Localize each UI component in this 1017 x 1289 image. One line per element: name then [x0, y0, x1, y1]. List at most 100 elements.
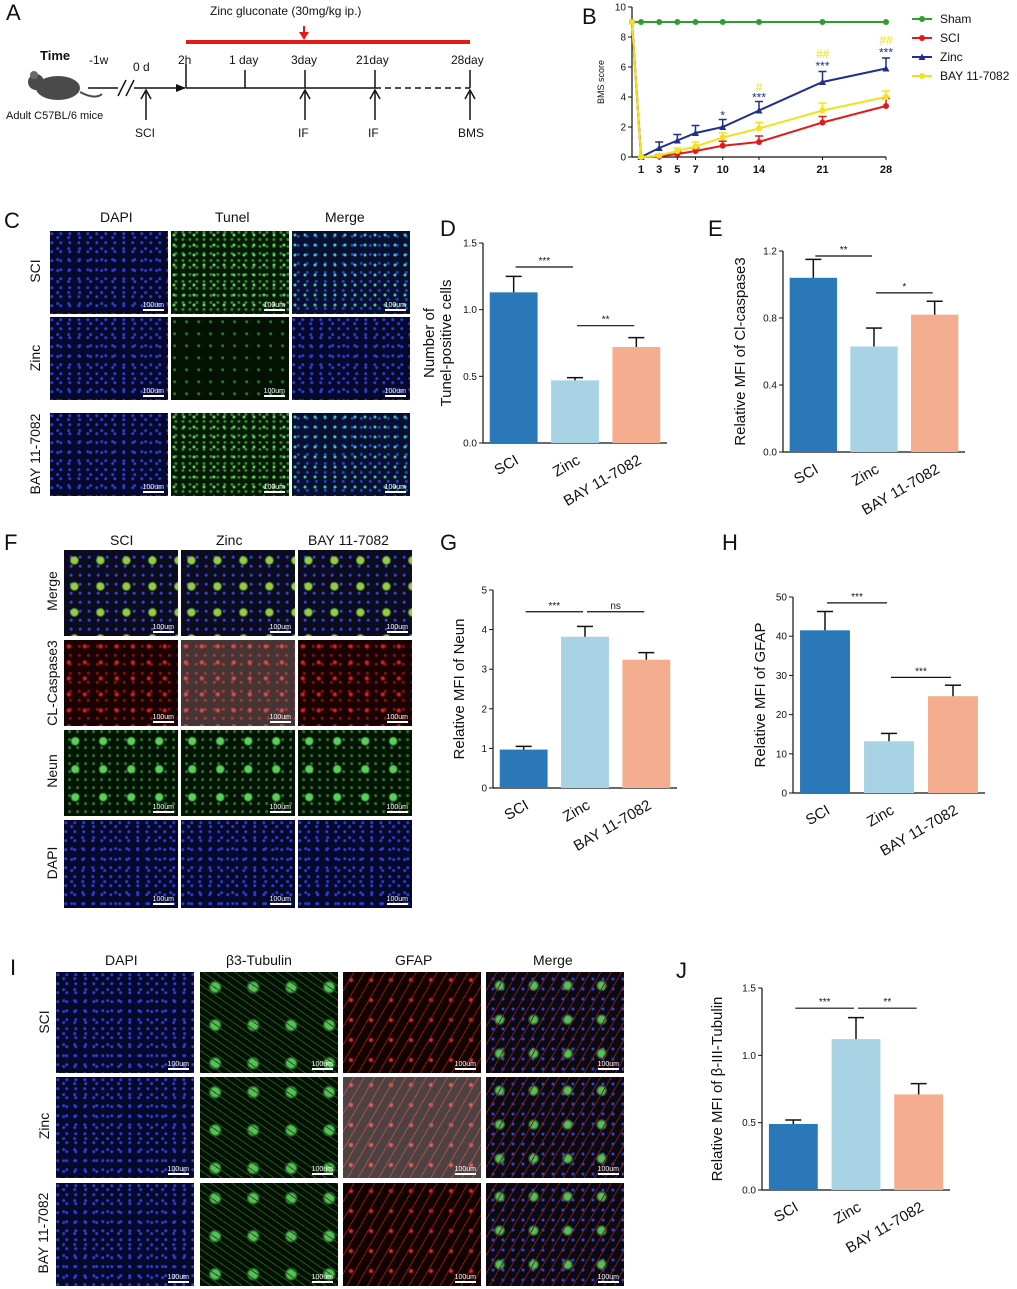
category-label: SCI [803, 802, 833, 829]
column-header: β3-Tubulin [226, 952, 292, 968]
legend-label: SCI [940, 31, 960, 45]
panel-letter-f: F [4, 530, 18, 555]
data-point [692, 143, 699, 150]
row-label: Zinc [27, 344, 43, 372]
y-tick-label: 1.0 [463, 305, 477, 316]
significance-label: ** [840, 245, 848, 256]
data-point [883, 19, 889, 25]
row-label: SCI [27, 259, 43, 283]
significance-label: *** [815, 59, 829, 73]
data-point [819, 19, 826, 25]
bar [561, 636, 609, 788]
category-label: SCI [502, 797, 532, 824]
data-point [819, 119, 826, 126]
bar [551, 380, 599, 443]
column-header: DAPI [100, 209, 133, 225]
significance-label: * [902, 282, 906, 293]
time-label: Time [40, 48, 71, 63]
bar [894, 1094, 944, 1190]
category-label: Zinc [550, 451, 583, 480]
bar [928, 696, 978, 793]
y-tick-label: 0.5 [742, 1118, 756, 1129]
micrograph-dapi-zinc: 100um [181, 820, 295, 908]
significance-label: ** [883, 997, 891, 1008]
micrograph-dapi-sci: 100um [56, 972, 194, 1073]
bar [800, 630, 850, 793]
bar [499, 749, 548, 788]
column-header: SCI [110, 532, 134, 548]
panel-letter-e: E [708, 216, 723, 241]
timepoint-label: 1 day [229, 53, 259, 67]
micrograph-merge-zinc: 100um [292, 317, 410, 400]
column-header: Merge [533, 952, 573, 968]
micrograph-merge-sci: 100um [292, 231, 410, 314]
column-header: Zinc [216, 532, 243, 548]
timepoint-label: 28day [451, 53, 484, 67]
column-header: Tunel [215, 209, 250, 225]
significance-label: *** [851, 592, 863, 603]
timepoint-label: 3day [291, 53, 318, 67]
panel-letter-d: D [440, 216, 456, 241]
data-point [638, 154, 645, 160]
panel-letter-i: I [10, 955, 17, 980]
micrograph-gfap-bay: 100um [343, 1183, 481, 1286]
y-axis-label: Relative MFI of GFAP [752, 622, 769, 767]
panel-letter-c: C [4, 208, 20, 233]
column-header: BAY 11-7082 [308, 532, 389, 548]
y-tick-label: 1.0 [742, 1051, 756, 1062]
micrograph-neun-bay: 100um [298, 730, 412, 816]
significance-label: *** [538, 256, 550, 267]
column-header: GFAP [395, 952, 433, 968]
x-tick-label: 14 [753, 164, 766, 176]
y-tick-label: 1 [481, 744, 487, 755]
x-tick-label: 3 [656, 164, 662, 176]
column-header: Merge [325, 209, 365, 225]
y-tick-label: 5 [481, 586, 487, 597]
y-tick-label: 0.4 [763, 381, 777, 392]
x-tick-label: 7 [692, 164, 698, 176]
x-tick-label: 1 [638, 164, 644, 176]
data-point [629, 19, 635, 25]
legend-label: Sham [940, 12, 971, 26]
data-point [656, 152, 663, 159]
micrograph-tunel-sci: 100um [171, 231, 289, 314]
y-tick-label: 0.0 [463, 439, 477, 450]
legend-marker [919, 73, 925, 79]
y-tick-label: 6 [620, 63, 626, 74]
data-point [756, 139, 762, 145]
significance-label: # [756, 80, 763, 94]
data-point [674, 19, 681, 25]
y-axis-label-line: Tunel-positive cells [438, 280, 455, 407]
data-point [883, 103, 889, 109]
significance-label: *** [879, 46, 893, 60]
y-tick-label: 0 [620, 153, 626, 164]
drug-arrow-icon [299, 32, 309, 40]
panel-letter-g: G [440, 530, 458, 555]
data-point [719, 142, 726, 149]
micrograph-caspase-sci: 100um [64, 640, 178, 726]
y-tick-label: 0.8 [763, 314, 777, 325]
data-point [755, 107, 763, 114]
x-tick-label: 10 [717, 164, 729, 176]
y-tick-label: 4 [620, 93, 626, 104]
row-label: SCI [36, 1010, 52, 1034]
data-point [638, 19, 645, 25]
bar [622, 659, 671, 788]
bar [789, 277, 837, 452]
data-point [883, 94, 889, 100]
data-point [719, 123, 727, 130]
panel-letter-b: B [582, 4, 597, 29]
y-tick-label: 8 [620, 33, 626, 44]
micrograph-dapi-zinc: 100um [56, 1077, 194, 1178]
y-tick-label: 1.5 [463, 239, 477, 250]
data-point [756, 125, 762, 132]
data-point [692, 129, 699, 136]
micrograph-merge-bay: 100um [292, 413, 410, 496]
significance-label: *** [548, 601, 560, 612]
micrograph-neun-sci: 100um [64, 730, 178, 816]
timepoint-label: 21day [356, 53, 389, 67]
category-label: Zinc [864, 801, 897, 830]
